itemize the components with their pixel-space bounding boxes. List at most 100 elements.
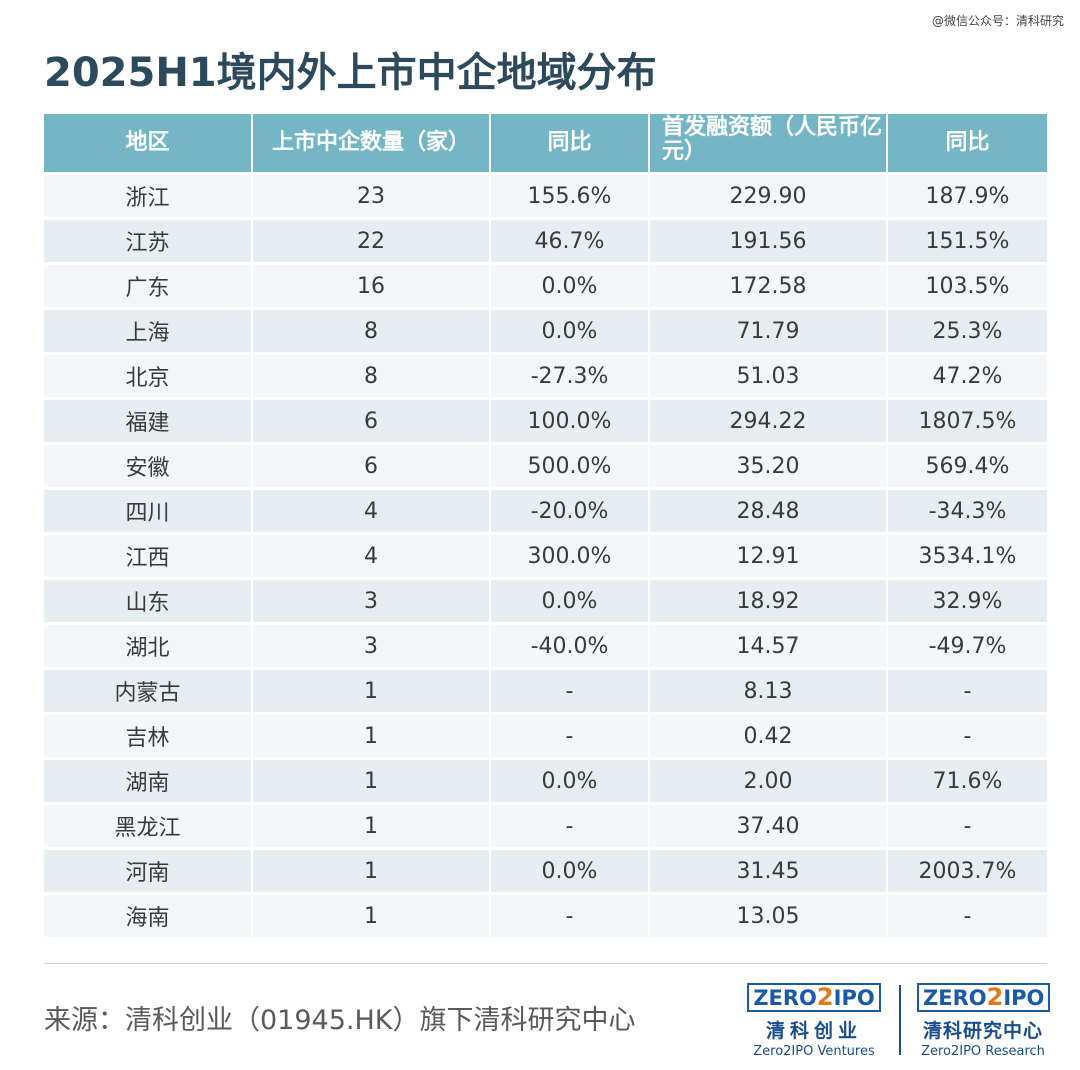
- cell-ipo-financing: 229.90: [650, 175, 888, 220]
- cell-financing-yoy: 47.2%: [888, 355, 1047, 400]
- footer-divider: [44, 963, 1047, 964]
- cell-count-yoy: -: [491, 895, 650, 940]
- header-count-yoy: 同比: [491, 114, 650, 175]
- cell-financing-yoy: -34.3%: [888, 490, 1047, 535]
- cell-region: 山东: [44, 580, 253, 625]
- cell-financing-yoy: 32.9%: [888, 580, 1047, 625]
- cell-financing-yoy: -: [888, 715, 1047, 760]
- cell-region: 安徽: [44, 445, 253, 490]
- cell-financing-yoy: 187.9%: [888, 175, 1047, 220]
- page-title: 2025H1境内外上市中企地域分布: [44, 50, 657, 96]
- cell-company-count: 4: [253, 490, 491, 535]
- cell-ipo-financing: 12.91: [650, 535, 888, 580]
- cell-financing-yoy: -: [888, 805, 1047, 850]
- table-row: 吉林 1-0.42-: [44, 715, 1047, 760]
- cell-financing-yoy: 151.5%: [888, 220, 1047, 265]
- cell-financing-yoy: 3534.1%: [888, 535, 1047, 580]
- cell-ipo-financing: 14.57: [650, 625, 888, 670]
- cell-region: 上海: [44, 310, 253, 355]
- cell-financing-yoy: -49.7%: [888, 625, 1047, 670]
- table-header-row: 地区 上市中企数量（家） 同比 首发融资额（人民币亿元） 同比: [44, 114, 1047, 175]
- cell-company-count: 6: [253, 445, 491, 490]
- header-region: 地区: [44, 114, 253, 175]
- cell-company-count: 6: [253, 400, 491, 445]
- cell-ipo-financing: 71.79: [650, 310, 888, 355]
- research-brand-c: IPO: [1003, 986, 1045, 1010]
- cell-financing-yoy: -: [888, 895, 1047, 940]
- cell-region: 湖南: [44, 760, 253, 805]
- cell-ipo-financing: 37.40: [650, 805, 888, 850]
- cell-region: 河南: [44, 850, 253, 895]
- table-row: 江西 4 300.0% 12.91 3534.1%: [44, 535, 1047, 580]
- research-logo-cn: 清科研究中心: [922, 1020, 1043, 1042]
- cell-count-yoy: -40.0%: [491, 625, 650, 670]
- table-row: 山东 3 0.0% 18.92 32.9%: [44, 580, 1047, 625]
- cell-count-yoy: 0.0%: [491, 265, 650, 310]
- header-financing-yoy: 同比: [888, 114, 1047, 175]
- cell-region: 内蒙古: [44, 670, 253, 715]
- cell-region: 吉林: [44, 715, 253, 760]
- cell-count-yoy: 500.0%: [491, 445, 650, 490]
- cell-company-count: 8: [253, 355, 491, 400]
- cell-count-yoy: 0.0%: [491, 310, 650, 355]
- ventures-brand-c: IPO: [833, 986, 875, 1010]
- cell-count-yoy: 300.0%: [491, 535, 650, 580]
- cell-region: 黑龙江: [44, 805, 253, 850]
- cell-company-count: 8: [253, 310, 491, 355]
- cell-ipo-financing: 18.92: [650, 580, 888, 625]
- cell-ipo-financing: 0.42: [650, 715, 888, 760]
- zero2ipo-ventures-logo: ZERO2IPO 清科创业 Zero2IPO Ventures: [744, 983, 884, 1059]
- cell-ipo-financing: 2.00: [650, 760, 888, 805]
- cell-count-yoy: -: [491, 670, 650, 715]
- cell-count-yoy: 0.0%: [491, 760, 650, 805]
- cell-ipo-financing: 28.48: [650, 490, 888, 535]
- cell-company-count: 16: [253, 265, 491, 310]
- cell-company-count: 3: [253, 580, 491, 625]
- source-note: 来源：清科创业（01945.HK）旗下清科研究中心: [44, 1005, 636, 1036]
- table-row: 湖北 3 -40.0% 14.57 -49.7%: [44, 625, 1047, 670]
- cell-region: 湖北: [44, 625, 253, 670]
- cell-count-yoy: -27.3%: [491, 355, 650, 400]
- table-row: 河南 1 0.0% 31.45 2003.7%: [44, 850, 1047, 895]
- research-brand-b: 2: [986, 983, 1004, 1011]
- cell-company-count: 1: [253, 805, 491, 850]
- cell-financing-yoy: 71.6%: [888, 760, 1047, 805]
- cell-financing-yoy: 2003.7%: [888, 850, 1047, 895]
- header-company-count: 上市中企数量（家）: [253, 114, 491, 175]
- cell-count-yoy: -: [491, 805, 650, 850]
- table-row: 湖南 1 0.0% 2.00 71.6%: [44, 760, 1047, 805]
- cell-financing-yoy: 103.5%: [888, 265, 1047, 310]
- table-row: 内蒙古 1-8.13-: [44, 670, 1047, 715]
- cell-region: 海南: [44, 895, 253, 940]
- cell-count-yoy: -20.0%: [491, 490, 650, 535]
- research-logo-en: Zero2IPO Research: [921, 1044, 1045, 1059]
- table-row: 黑龙江 1-37.40-: [44, 805, 1047, 850]
- table-row: 四川 4 -20.0% 28.48 -34.3%: [44, 490, 1047, 535]
- table-row: 海南 1-13.05-: [44, 895, 1047, 940]
- cell-company-count: 1: [253, 895, 491, 940]
- cell-ipo-financing: 172.58: [650, 265, 888, 310]
- cell-count-yoy: 155.6%: [491, 175, 650, 220]
- cell-company-count: 4: [253, 535, 491, 580]
- cell-financing-yoy: 1807.5%: [888, 400, 1047, 445]
- table-row: 上海 8 0.0% 71.79 25.3%: [44, 310, 1047, 355]
- cell-ipo-financing: 191.56: [650, 220, 888, 265]
- zero2ipo-research-logo: ZERO2IPO 清科研究中心 Zero2IPO Research: [917, 983, 1051, 1059]
- cell-count-yoy: 0.0%: [491, 580, 650, 625]
- ventures-logo-en: Zero2IPO Ventures: [753, 1044, 875, 1059]
- cell-count-yoy: 100.0%: [491, 400, 650, 445]
- cell-financing-yoy: 569.4%: [888, 445, 1047, 490]
- cell-company-count: 3: [253, 625, 491, 670]
- cell-region: 江西: [44, 535, 253, 580]
- table-row: 福建 6 100.0% 294.22 1807.5%: [44, 400, 1047, 445]
- cell-region: 江苏: [44, 220, 253, 265]
- cell-financing-yoy: -: [888, 670, 1047, 715]
- cell-region: 四川: [44, 490, 253, 535]
- cell-ipo-financing: 294.22: [650, 400, 888, 445]
- cell-region: 福建: [44, 400, 253, 445]
- ventures-logo-cn: 清科创业: [765, 1020, 862, 1042]
- table-row: 浙江 23 155.6% 229.90 187.9%: [44, 175, 1047, 220]
- cell-company-count: 1: [253, 850, 491, 895]
- cell-region: 北京: [44, 355, 253, 400]
- cell-company-count: 1: [253, 760, 491, 805]
